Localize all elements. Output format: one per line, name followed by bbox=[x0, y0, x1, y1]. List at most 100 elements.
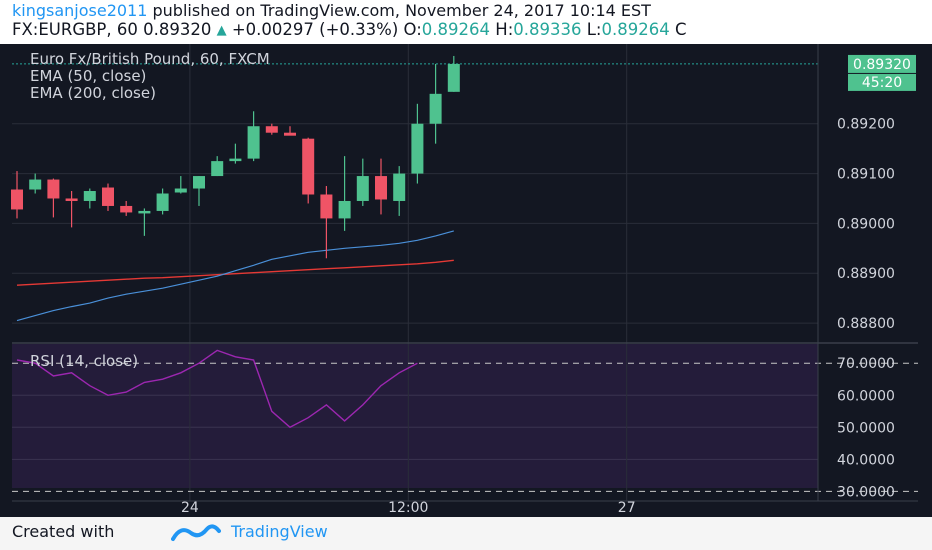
candle bbox=[29, 173, 42, 194]
candle bbox=[356, 158, 369, 206]
candles bbox=[11, 55, 460, 259]
low-label: L: bbox=[586, 20, 602, 39]
countdown-label: 45:20 bbox=[862, 75, 902, 91]
price-tick-label: 0.89000 bbox=[837, 216, 895, 232]
candle bbox=[284, 126, 296, 136]
author-link[interactable]: kingsanjose2011 bbox=[12, 1, 148, 20]
candle bbox=[302, 137, 315, 204]
candle-body bbox=[156, 193, 169, 211]
rsi-tick-label: 70.0000 bbox=[837, 356, 895, 372]
candle bbox=[47, 178, 60, 218]
candle bbox=[447, 55, 460, 92]
candle-body bbox=[83, 191, 96, 201]
rsi-line bbox=[16, 349, 418, 429]
tradingview-brand[interactable]: TradingView bbox=[231, 522, 328, 541]
rsi-tick-label: 50.0000 bbox=[837, 420, 895, 436]
candle-body bbox=[447, 63, 460, 92]
high-value: 0.89336 bbox=[513, 20, 582, 39]
time-tick-label: 12:00 bbox=[388, 500, 428, 516]
price-tick-label: 0.88900 bbox=[837, 266, 895, 282]
candle-body bbox=[356, 176, 369, 201]
rsi-tick-label: 30.0000 bbox=[837, 484, 895, 500]
ema200-legend: EMA (200, close) bbox=[30, 84, 156, 102]
footer: Created with TradingView bbox=[0, 517, 932, 550]
candle-body bbox=[211, 161, 224, 177]
ema200-line bbox=[16, 259, 454, 286]
candle-body bbox=[229, 158, 242, 162]
rsi-axis[interactable]: 70.0000 60.0000 50.0000 40.0000 30.0000 bbox=[837, 356, 895, 500]
quote-line: FX:EURGBP, 60 0.89320 ▲ +0.00297 (+0.33%… bbox=[12, 20, 687, 42]
candle bbox=[11, 171, 23, 219]
candle bbox=[156, 188, 169, 215]
last-price-tag: 0.89320 45:20 bbox=[848, 54, 916, 91]
ema200-path bbox=[16, 259, 454, 286]
candle-body bbox=[411, 123, 424, 174]
candle bbox=[429, 63, 442, 144]
price-axis[interactable]: 0.89200 0.89100 0.89000 0.88900 0.88800 bbox=[837, 117, 895, 332]
rsi-tick-label: 60.0000 bbox=[837, 388, 895, 404]
countdown-tag-bg bbox=[848, 73, 916, 91]
candle-body bbox=[120, 205, 133, 213]
high-label: H: bbox=[495, 20, 514, 39]
price-tick-label: 0.88800 bbox=[837, 316, 895, 332]
rsi-tick-label: 40.0000 bbox=[837, 452, 895, 468]
candle-body bbox=[11, 189, 23, 210]
rsi-title: RSI (14, close) bbox=[30, 352, 138, 370]
candle-body bbox=[393, 173, 406, 201]
candle bbox=[247, 111, 260, 162]
candle-body bbox=[302, 138, 315, 195]
candle-body bbox=[138, 210, 151, 214]
time-tick-label: 24 bbox=[181, 500, 199, 516]
symbol-label: FX:EURGBP, 60 bbox=[12, 20, 138, 39]
candle bbox=[320, 186, 333, 259]
candle bbox=[102, 183, 114, 211]
candle-body bbox=[338, 200, 351, 219]
chart-header: kingsanjose2011 published on TradingView… bbox=[0, 0, 932, 44]
ema50-legend: EMA (50, close) bbox=[30, 67, 146, 85]
price-tick-label: 0.89200 bbox=[837, 117, 895, 133]
candle bbox=[138, 208, 151, 236]
candle-body bbox=[320, 194, 333, 219]
candle-body bbox=[29, 179, 42, 190]
candle-body bbox=[174, 188, 187, 193]
candle-body bbox=[284, 132, 296, 136]
candle bbox=[338, 156, 351, 231]
tradingview-logo-icon bbox=[171, 524, 221, 541]
publish-line: kingsanjose2011 published on TradingView… bbox=[12, 1, 651, 21]
candle bbox=[193, 176, 205, 206]
close-label: C bbox=[674, 20, 687, 39]
grid-lines bbox=[12, 44, 918, 501]
candle-body bbox=[247, 126, 260, 159]
candle bbox=[411, 103, 424, 184]
candle bbox=[174, 176, 187, 194]
last-price: 0.89320 bbox=[143, 20, 212, 39]
candle bbox=[83, 188, 96, 209]
chart-area[interactable]: 0.89200 0.89100 0.89000 0.88900 0.88800 70.0… bbox=[0, 44, 932, 517]
candle-body bbox=[47, 179, 60, 199]
last-price-tag-bg bbox=[848, 54, 916, 73]
open-value: 0.89264 bbox=[421, 20, 491, 39]
ema50-line bbox=[16, 230, 454, 322]
candle-body bbox=[102, 187, 114, 206]
candle bbox=[211, 156, 224, 177]
candle-body bbox=[375, 176, 387, 200]
price-tick-label: 0.89100 bbox=[837, 167, 895, 183]
time-axis[interactable]: 24 12:00 27 bbox=[181, 500, 636, 516]
candle bbox=[375, 158, 387, 215]
price-change: +0.00297 (+0.33%) bbox=[231, 20, 399, 39]
candle-body bbox=[65, 198, 78, 201]
created-with-label: Created with bbox=[12, 522, 115, 541]
open-label: O: bbox=[403, 20, 422, 39]
candle-body bbox=[265, 126, 278, 133]
candle bbox=[120, 200, 133, 216]
publish-info: published on TradingView.com, November 2… bbox=[147, 1, 651, 20]
candle bbox=[229, 143, 242, 164]
chart-title: Euro Fx/British Pound, 60, FXCM bbox=[30, 50, 270, 68]
candle bbox=[65, 191, 78, 228]
last-price-tag-label: 0.89320 bbox=[853, 57, 911, 73]
candle bbox=[265, 123, 278, 135]
candle-body bbox=[429, 93, 442, 124]
candle bbox=[393, 166, 406, 216]
rsi-path bbox=[16, 349, 418, 429]
up-arrow-icon: ▲ bbox=[216, 23, 227, 38]
